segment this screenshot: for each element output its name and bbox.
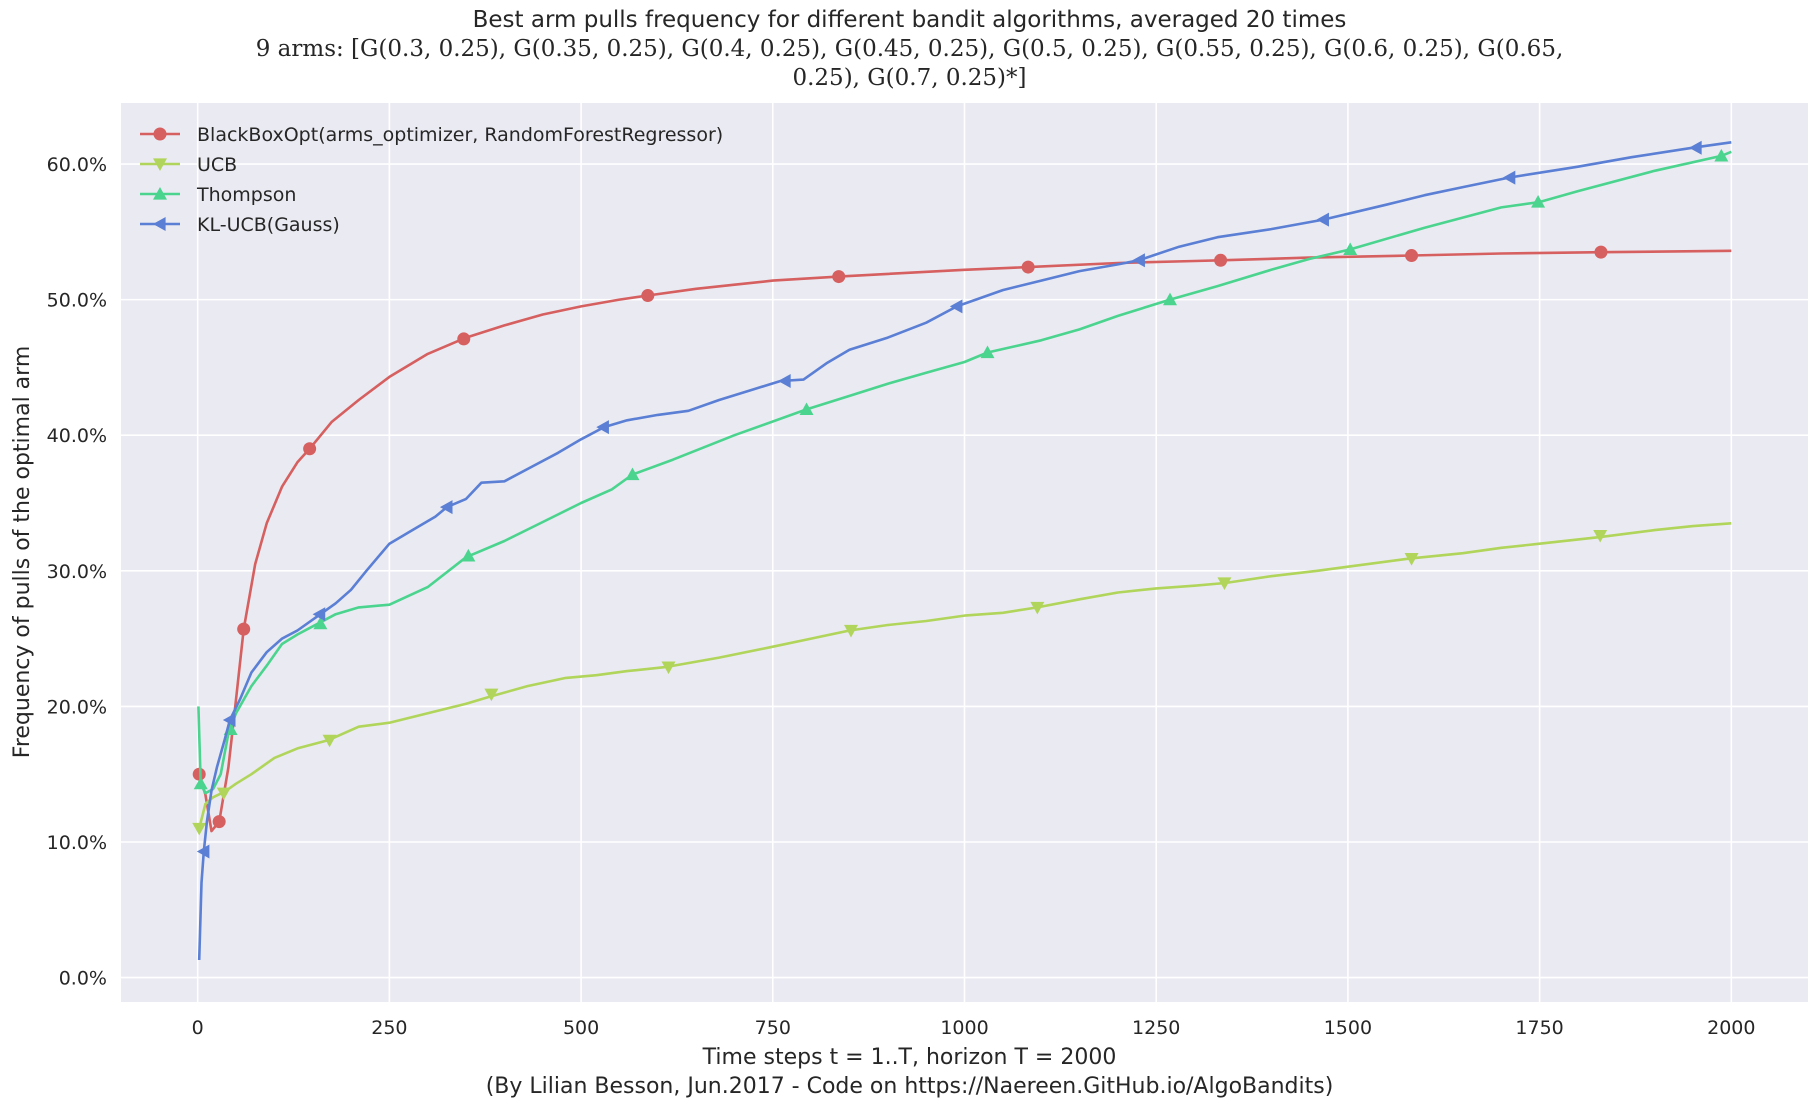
- data-point: [1594, 245, 1608, 259]
- data-point: [1132, 253, 1145, 268]
- series-2: [193, 148, 1732, 795]
- data-point: [949, 299, 963, 314]
- y-tick-label: 0.0%: [59, 968, 107, 990]
- data-point: [216, 787, 231, 801]
- data-point: [1343, 242, 1358, 256]
- data-point: [237, 622, 251, 636]
- y-tick-label: 20.0%: [47, 696, 107, 718]
- legend-entry: BlackBoxOpt(arms_optimizer, RandomForest…: [140, 124, 723, 146]
- x-tick-label: 1500: [1324, 1017, 1372, 1039]
- x-tick-label: 250: [371, 1017, 407, 1039]
- x-tick-label: 750: [755, 1017, 791, 1039]
- series-0: [192, 245, 1732, 833]
- legend-swatch-marker: [153, 158, 167, 171]
- x-tick-label: 1000: [940, 1017, 988, 1039]
- data-point: [212, 815, 226, 829]
- x-tick-label: 2000: [1707, 1017, 1755, 1039]
- y-tick-label: 40.0%: [47, 425, 107, 447]
- data-point: [1714, 148, 1729, 162]
- data-point: [1021, 260, 1035, 274]
- legend-label: Thompson: [196, 184, 296, 206]
- data-point: [1502, 170, 1516, 185]
- legend-swatch-marker: [153, 127, 167, 141]
- tick-labels: 0 250 500 750 1000 1250 1500 1750 2000 0.0% 10.0% 2…: [47, 154, 1756, 1039]
- legend: BlackBoxOpt(arms_optimizer, RandomForest…: [140, 124, 723, 236]
- data-point: [222, 712, 236, 727]
- data-point: [799, 402, 814, 416]
- data-point: [457, 332, 471, 346]
- series-line: [197, 141, 1732, 961]
- data-point: [1689, 140, 1702, 155]
- data-point: [303, 442, 317, 456]
- x-tick-label: 500: [563, 1017, 599, 1039]
- data-point: [1404, 553, 1419, 566]
- y-tick-label: 30.0%: [47, 561, 107, 583]
- series-line: [197, 150, 1732, 795]
- data-point: [641, 289, 655, 303]
- x-tick-label: 1750: [1515, 1017, 1563, 1039]
- data-point: [625, 467, 640, 481]
- legend-entry: KL-UCB(Gauss): [140, 214, 340, 236]
- chart-subtitle-line2: 0.25), G(0.7, 0.25)*]: [792, 65, 1027, 91]
- series-3: [196, 140, 1732, 961]
- series-line: [197, 522, 1732, 829]
- data-point: [192, 822, 207, 836]
- data-point: [193, 776, 208, 790]
- data-point: [778, 373, 791, 388]
- x-tick-label: 1250: [1132, 1017, 1180, 1039]
- chart-subtitle-line1: 9 arms: [G(0.3, 0.25), G(0.35, 0.25), G(…: [255, 36, 1564, 62]
- data-point: [1214, 253, 1228, 267]
- data-point: [461, 548, 476, 562]
- data-point: [1316, 212, 1329, 227]
- series-1: [192, 522, 1732, 836]
- data-point: [832, 270, 846, 284]
- grid-lines: [121, 103, 1808, 1002]
- data-point: [1217, 577, 1232, 591]
- legend-label: BlackBoxOpt(arms_optimizer, RandomForest…: [197, 124, 723, 146]
- data-point: [596, 420, 609, 435]
- data-point: [1030, 601, 1045, 615]
- data-point: [661, 661, 676, 675]
- legend-label: KL-UCB(Gauss): [197, 214, 340, 236]
- data-point: [484, 688, 499, 702]
- data-point: [322, 734, 337, 748]
- x-tick-label: 0: [192, 1017, 204, 1039]
- data-point: [1405, 249, 1419, 263]
- data-point: [439, 500, 453, 515]
- y-tick-label: 10.0%: [47, 832, 107, 854]
- y-axis-label: Frequency of pulls of the optimal arm: [10, 346, 35, 758]
- data-point: [312, 607, 326, 622]
- y-tick-label: 60.0%: [47, 154, 107, 176]
- y-tick-label: 50.0%: [47, 290, 107, 312]
- data-point: [1163, 292, 1178, 306]
- data-point: [313, 616, 328, 630]
- x-axis-label: Time steps t = 1..T, horizon T = 2000: [702, 1045, 1117, 1070]
- data-point: [844, 624, 859, 638]
- data-point: [196, 844, 210, 859]
- legend-entry: Thompson: [140, 184, 296, 206]
- data-point: [1593, 529, 1608, 543]
- legend-swatch-marker: [153, 217, 166, 231]
- data-point: [1531, 194, 1546, 208]
- chart-title: Best arm pulls frequency for different b…: [472, 7, 1347, 33]
- series-lines: [192, 140, 1732, 961]
- legend-entry: UCB: [140, 154, 237, 176]
- legend-label: UCB: [197, 154, 237, 176]
- legend-swatch-marker: [153, 187, 167, 200]
- data-point: [980, 345, 995, 359]
- x-axis-label-credit: (By Lilian Besson, Jun.2017 - Code on ht…: [485, 1074, 1334, 1099]
